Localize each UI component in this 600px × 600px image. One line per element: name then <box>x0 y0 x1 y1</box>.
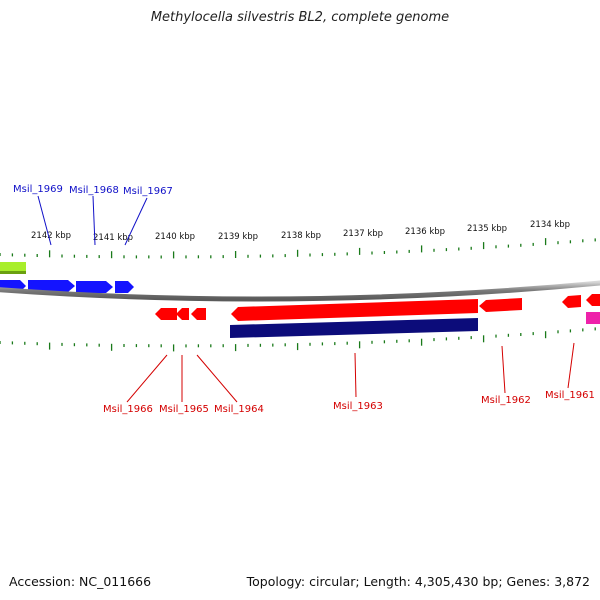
scale-label-2135: 2135 kbp <box>467 224 507 234</box>
top-gene-labels: Msil_1969 Msil_1968 Msil_1967 <box>13 184 173 197</box>
scale-label-2136: 2136 kbp <box>405 227 445 237</box>
feature-dark-blue[interactable] <box>230 318 478 338</box>
feature-pink[interactable] <box>586 312 600 324</box>
label-msil-1965: Msil_1965 <box>159 404 209 415</box>
map-title: Methylocella silvestris BL2, complete ge… <box>150 10 450 25</box>
gene-msil-1961[interactable] <box>562 295 581 308</box>
genome-backbone <box>0 280 600 302</box>
genome-summary-text: Topology: circular; Length: 4,305,430 bp… <box>246 574 590 589</box>
forward-strand-genes <box>0 262 134 293</box>
bottom-gene-labels: Msil_1966 Msil_1965 Msil_1964 Msil_1963 … <box>103 390 595 415</box>
gene-reverse-edge[interactable] <box>586 294 600 306</box>
label-msil-1968: Msil_1968 <box>69 185 119 196</box>
gene-msil-1968[interactable] <box>28 280 75 292</box>
gene-msil-1965[interactable] <box>176 308 189 320</box>
label-msil-1963: Msil_1963 <box>333 401 383 412</box>
lower-tick-ruler <box>0 327 596 352</box>
label-msil-1967: Msil_1967 <box>123 186 173 197</box>
scale-label-2141: 2141 kbp <box>93 233 133 243</box>
scale-label-2139: 2139 kbp <box>218 232 258 242</box>
gene-msil-1964[interactable] <box>191 308 206 320</box>
label-msil-1966: Msil_1966 <box>103 404 153 415</box>
scale-label-2137: 2137 kbp <box>343 229 383 239</box>
gene-msil-1967[interactable] <box>76 281 113 293</box>
scale-labels: 2142 kbp 2141 kbp 2140 kbp 2139 kbp 2138… <box>31 220 570 243</box>
label-msil-1961: Msil_1961 <box>545 390 595 401</box>
top-label-leaders <box>37 195 148 246</box>
bottom-label-leaders <box>126 342 575 403</box>
label-msil-1969: Msil_1969 <box>13 184 63 195</box>
scale-label-2134: 2134 kbp <box>530 220 570 230</box>
label-msil-1962: Msil_1962 <box>481 395 531 406</box>
gene-msil-1963[interactable] <box>231 299 478 321</box>
gene-msil-1962[interactable] <box>479 298 522 312</box>
scale-label-2138: 2138 kbp <box>281 231 321 241</box>
upper-tick-ruler <box>0 238 596 259</box>
gene-forward-small[interactable] <box>115 281 134 293</box>
reverse-strand-genes <box>155 294 600 338</box>
label-msil-1964: Msil_1964 <box>214 404 264 415</box>
scale-label-2142: 2142 kbp <box>31 231 71 241</box>
forward-gene-green-shade <box>0 271 26 274</box>
accession-text: Accession: NC_011666 <box>9 574 152 589</box>
scale-label-2140: 2140 kbp <box>155 232 195 242</box>
gene-msil-1966[interactable] <box>155 308 177 320</box>
